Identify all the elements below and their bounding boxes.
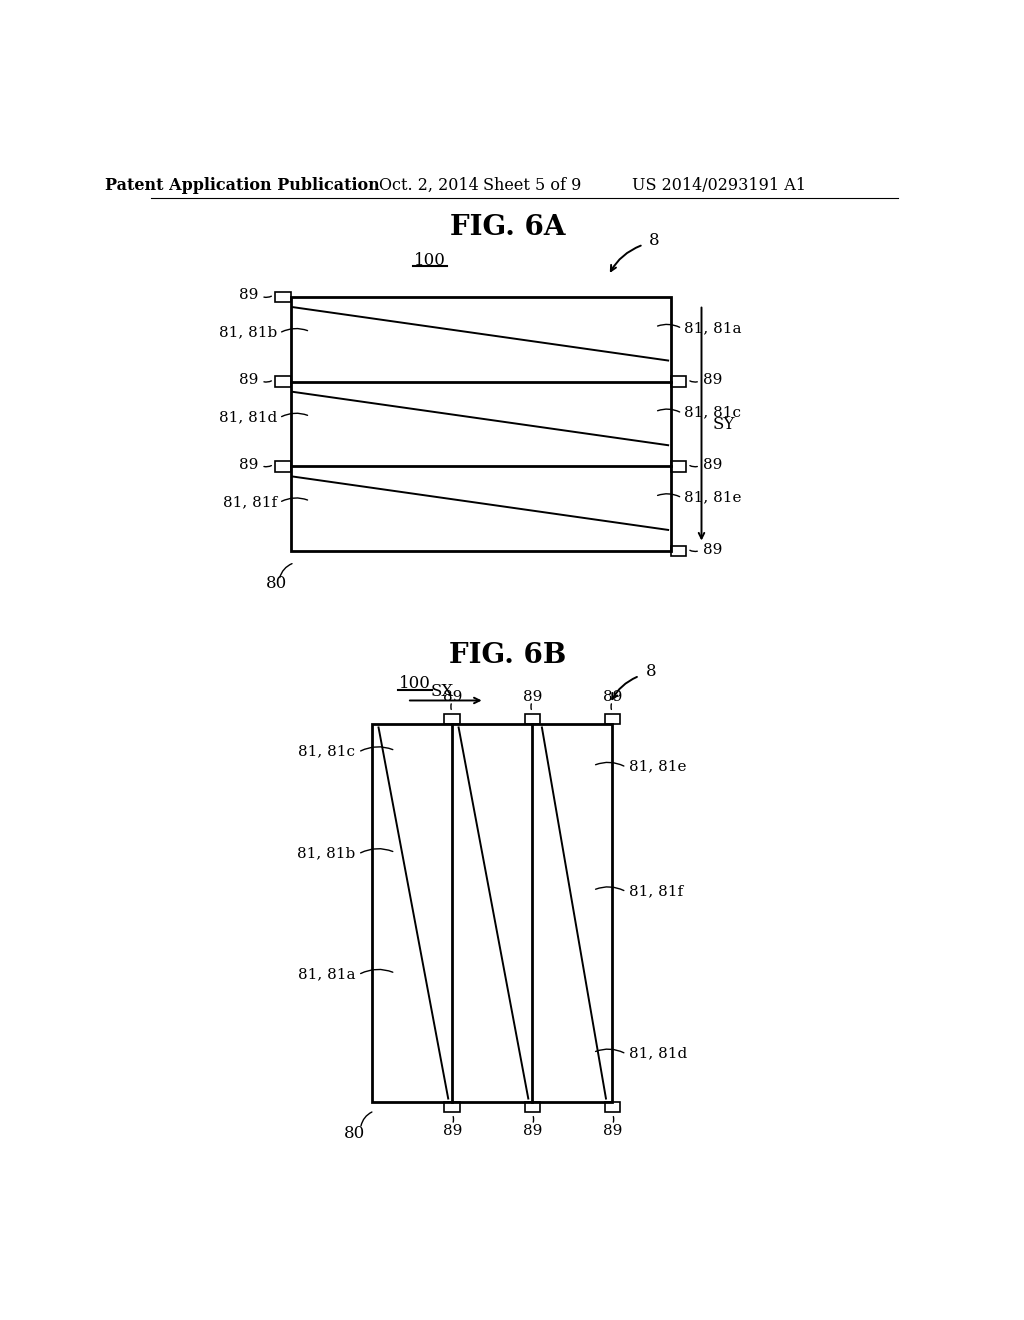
Bar bbox=[604, 1102, 621, 1113]
Text: 81, 81b: 81, 81b bbox=[218, 326, 276, 339]
Text: Patent Application Publication: Patent Application Publication bbox=[105, 177, 380, 194]
Bar bbox=[444, 1102, 460, 1113]
Text: 81, 81c: 81, 81c bbox=[298, 744, 355, 759]
Bar bbox=[291, 297, 671, 552]
Text: 81, 81e: 81, 81e bbox=[630, 759, 687, 774]
Text: 80: 80 bbox=[344, 1126, 365, 1143]
Text: 89: 89 bbox=[703, 543, 722, 557]
Text: 89: 89 bbox=[239, 458, 258, 471]
Text: 81, 81e: 81, 81e bbox=[684, 490, 742, 504]
Text: 81, 81c: 81, 81c bbox=[684, 405, 741, 420]
Text: 80: 80 bbox=[266, 576, 288, 591]
Bar bbox=[275, 376, 291, 387]
Text: 81, 81f: 81, 81f bbox=[630, 884, 684, 898]
Text: 89: 89 bbox=[603, 1123, 622, 1138]
Text: 89: 89 bbox=[442, 689, 462, 704]
Text: 89: 89 bbox=[703, 374, 722, 387]
Text: 89: 89 bbox=[239, 289, 258, 302]
Text: FIG. 6A: FIG. 6A bbox=[450, 214, 565, 242]
Text: 81, 81a: 81, 81a bbox=[298, 968, 355, 981]
Bar bbox=[275, 461, 291, 471]
Bar bbox=[524, 714, 540, 725]
Text: 81, 81d: 81, 81d bbox=[630, 1047, 688, 1060]
Bar bbox=[524, 1102, 540, 1113]
Text: FIG. 6B: FIG. 6B bbox=[450, 642, 566, 668]
Bar bbox=[671, 545, 686, 557]
Text: 81, 81a: 81, 81a bbox=[684, 321, 742, 335]
Text: Sheet 5 of 9: Sheet 5 of 9 bbox=[483, 177, 582, 194]
Bar bbox=[671, 461, 686, 471]
Text: 89: 89 bbox=[442, 1123, 462, 1138]
Text: 81, 81b: 81, 81b bbox=[297, 846, 355, 861]
Text: 89: 89 bbox=[522, 689, 542, 704]
Text: 89: 89 bbox=[703, 458, 722, 471]
Text: 8: 8 bbox=[646, 664, 656, 681]
Bar bbox=[604, 714, 621, 725]
Text: SX: SX bbox=[430, 682, 454, 700]
Text: 100: 100 bbox=[398, 675, 431, 692]
Text: 89: 89 bbox=[239, 374, 258, 387]
Bar bbox=[372, 725, 612, 1102]
Bar bbox=[444, 714, 460, 725]
Text: SY: SY bbox=[713, 416, 735, 433]
Text: 89: 89 bbox=[603, 689, 622, 704]
Bar bbox=[275, 292, 291, 302]
Text: Oct. 2, 2014: Oct. 2, 2014 bbox=[379, 177, 478, 194]
Text: 81, 81f: 81, 81f bbox=[222, 495, 276, 508]
Text: 89: 89 bbox=[522, 1123, 542, 1138]
Text: 8: 8 bbox=[649, 232, 659, 249]
Text: 81, 81d: 81, 81d bbox=[218, 411, 276, 424]
Text: 100: 100 bbox=[415, 252, 446, 268]
Bar bbox=[671, 376, 686, 387]
Text: US 2014/0293191 A1: US 2014/0293191 A1 bbox=[632, 177, 806, 194]
